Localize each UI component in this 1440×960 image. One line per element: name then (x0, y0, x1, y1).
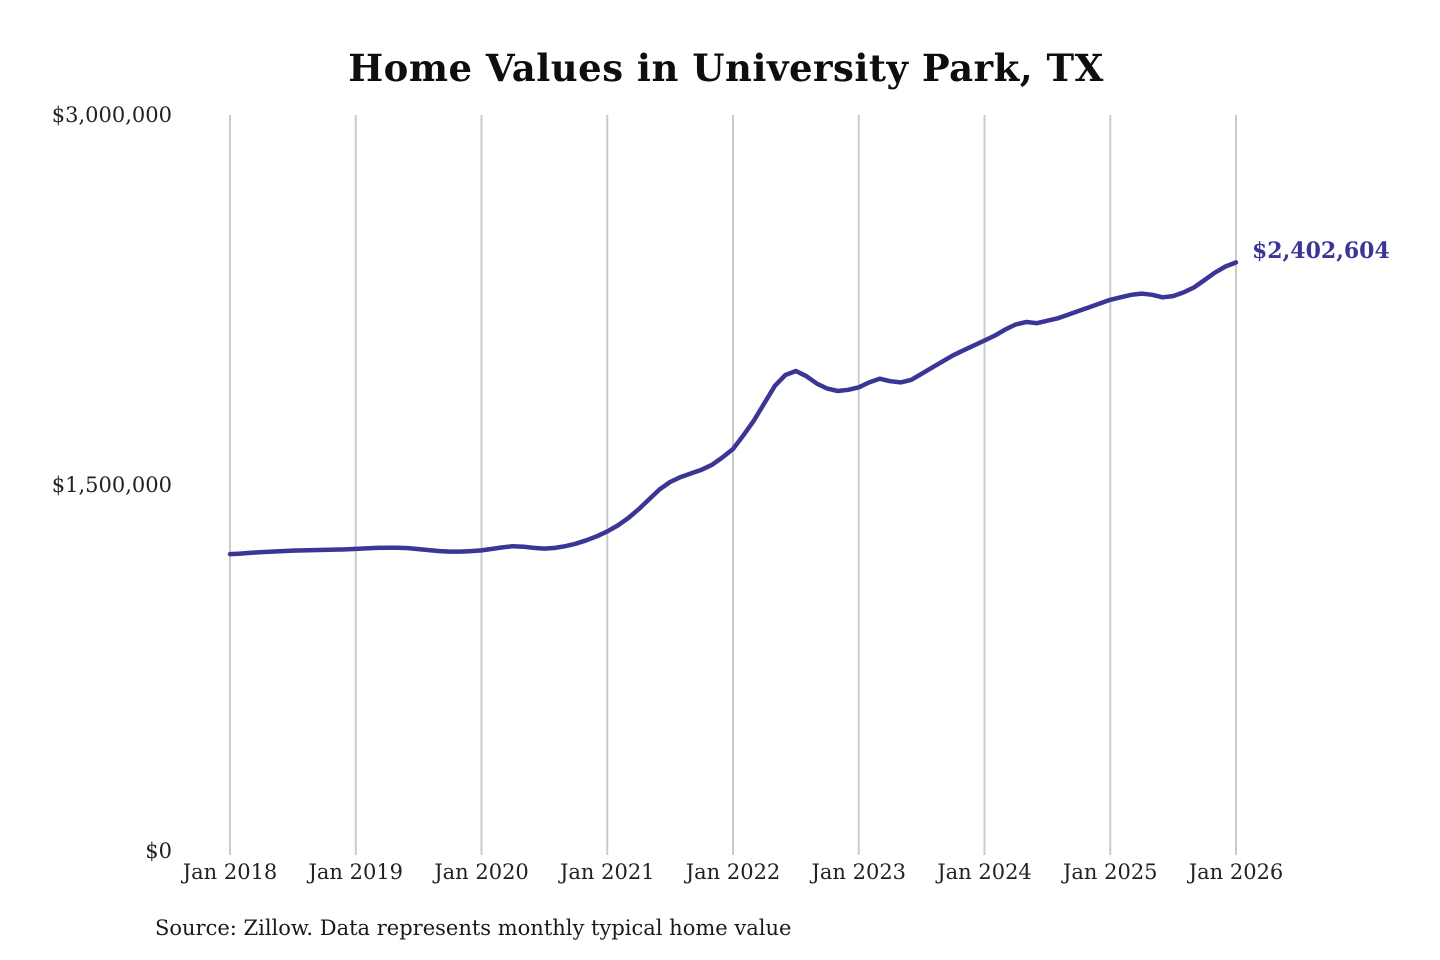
y-axis-tick-label: $3,000,000 (51, 103, 172, 127)
x-axis-tick-label: Jan 2020 (434, 860, 529, 884)
x-axis-tick-label: Jan 2026 (1188, 860, 1284, 884)
y-axis-tick-label: $0 (145, 839, 172, 863)
chart-title: Home Values in University Park, TX (348, 46, 1104, 90)
source-note: Source: Zillow. Data represents monthly … (155, 916, 792, 940)
x-axis-tick-label: Jan 2021 (559, 860, 655, 884)
latest-value-label: $2,402,604 (1252, 238, 1390, 265)
x-axis-tick-label: Jan 2023 (811, 860, 907, 884)
x-axis-tick-label: Jan 2024 (937, 860, 1032, 884)
x-axis-tick-label: Jan 2022 (685, 860, 781, 884)
x-axis-tick-label: Jan 2019 (308, 860, 404, 884)
y-axis-tick-label: $1,500,000 (51, 473, 172, 497)
home-value-line (227, 260, 1239, 557)
x-axis-tick-label: Jan 2025 (1062, 860, 1158, 884)
x-axis-tick-label: Jan 2018 (182, 860, 278, 884)
